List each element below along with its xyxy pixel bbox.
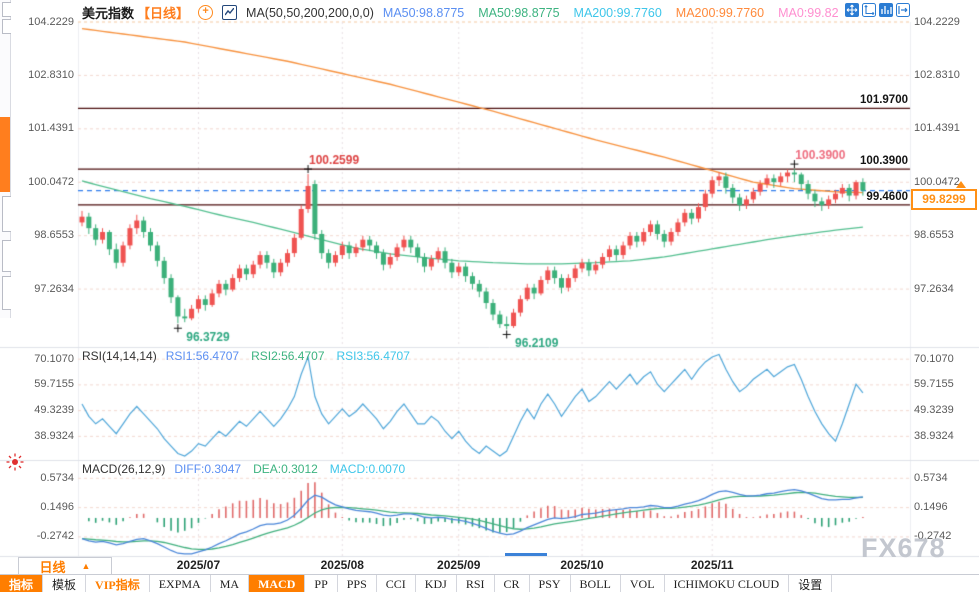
- left-tool-fragment: [2, 276, 11, 310]
- left-tool-fragment: [2, 196, 11, 232]
- rsi-values: RSI1:56.4707 RSI2:56.4707 RSI3:56.4707: [166, 349, 410, 363]
- rsi-axis-label: 59.7155: [914, 378, 954, 391]
- chevron-up-icon: ▲: [81, 561, 91, 571]
- macd-axis-label: 0.5734: [40, 471, 74, 484]
- price-axis-label: 101.4391: [914, 122, 960, 135]
- price-level-label: 99.4600: [866, 190, 908, 203]
- period-tag: 【日线】: [137, 6, 190, 21]
- indicator-settings-icon[interactable]: [5, 452, 25, 472]
- macd-value-2: MACD:0.0070: [329, 462, 406, 476]
- price-axis-label: 104.2229: [914, 15, 960, 28]
- left-toolbar-strip[interactable]: [0, 0, 11, 318]
- ma-value-2: MA200:99.7760: [573, 5, 662, 20]
- current-price-badge: 99.8299: [911, 189, 977, 210]
- price-axis-label: 98.6553: [914, 229, 954, 242]
- tab-ma[interactable]: MA: [211, 575, 250, 592]
- macd-axis-label: -0.2742: [36, 530, 74, 543]
- rsi-value-2: RSI3:56.4707: [336, 349, 410, 363]
- add-indicator-icon[interactable]: +: [198, 5, 214, 20]
- tab-macd[interactable]: MACD: [249, 575, 306, 592]
- time-axis-label: 2025/11: [690, 558, 734, 572]
- tab-vip-indicators[interactable]: VIP指标: [86, 575, 150, 592]
- price-axis-label: 100.0472: [28, 175, 74, 188]
- period-label: 日线: [39, 559, 66, 575]
- tab-indicators[interactable]: 指标: [0, 575, 44, 592]
- tab-rsi[interactable]: RSI: [457, 575, 495, 592]
- left-tool-active: [0, 117, 10, 192]
- tab-psy[interactable]: PSY: [530, 575, 571, 592]
- rsi-value-0: RSI1:56.4707: [165, 349, 240, 363]
- macd-value-1: DEA:0.3012: [253, 462, 318, 476]
- rsi-axis-label: 70.1070: [34, 352, 74, 365]
- rsi-axis-label: 38.9324: [914, 429, 954, 442]
- main-chart-header: 美元指数 【日线】 + MA(50,50,200,200,0,0) MA50:9…: [82, 3, 839, 22]
- price-level-label: 100.3900: [860, 155, 908, 168]
- pan-icon[interactable]: [845, 3, 859, 17]
- price-axis-label: 104.2229: [28, 15, 74, 28]
- ma-settings-label: MA(50,50,200,200,0,0): [246, 5, 374, 20]
- macd-axis-label: -0.2742: [914, 530, 952, 543]
- rsi-header: RSI(14,14,14) RSI1:56.4707 RSI2:56.4707 RS…: [82, 349, 410, 363]
- tab-templates[interactable]: 模板: [43, 575, 87, 592]
- tab-cr[interactable]: CR: [495, 575, 530, 592]
- rsi-axis-label: 70.1070: [914, 352, 954, 365]
- chart-style-icon[interactable]: [222, 5, 238, 20]
- macd-value-0: DIFF:0.3047: [174, 462, 242, 476]
- ma-values: MA50:98.8775 MA50:98.8775 MA200:99.7760 MA2…: [383, 6, 839, 20]
- macd-values: DIFF:0.3047 DEA:0.3012 MACD:0.0070: [174, 462, 405, 476]
- tab-cci[interactable]: CCI: [377, 575, 416, 592]
- chart-toolbar: [845, 3, 910, 17]
- symbol-title: 美元指数: [82, 6, 135, 21]
- scrollbar-thumb[interactable]: [505, 553, 547, 556]
- rsi-axis-label: 38.9324: [34, 429, 74, 442]
- macd-header: MACD(26,12,9) DIFF:0.3047 DEA:0.3012 MACD:…: [82, 462, 405, 476]
- price-axis-label: 98.6553: [34, 229, 74, 242]
- chart-scale-icon[interactable]: [879, 3, 893, 17]
- price-axis-label: 97.2634: [34, 282, 74, 295]
- left-tool-fragment: [2, 2, 11, 17]
- indicator-tab-bar: 指标 模板 VIP指标 EXPMA MA MACD PP PPS CCI KDJ RSI CR PSY B…: [0, 574, 979, 592]
- period-selector-button[interactable]: 日线 ▲: [18, 557, 112, 575]
- rsi-title: RSI(14,14,14): [82, 349, 157, 363]
- tab-kdj[interactable]: KDJ: [416, 575, 457, 592]
- price-axis-label: 102.8310: [914, 68, 960, 81]
- tab-pp[interactable]: PP: [305, 575, 338, 592]
- ma-value-3: MA200:99.7760: [675, 5, 765, 20]
- tab-ichimoku-cloud[interactable]: ICHIMOKU CLOUD: [665, 575, 790, 592]
- time-axis-label: 2025/07: [176, 558, 221, 572]
- current-price-arrow-icon: [956, 181, 966, 188]
- ma-value-0: MA50:98.8775: [382, 5, 465, 20]
- tab-pps[interactable]: PPS: [338, 575, 377, 592]
- jump-to-latest-icon[interactable]: [896, 3, 910, 17]
- tab-settings[interactable]: 设置: [789, 575, 833, 592]
- price-axis-label: 101.4391: [28, 122, 74, 135]
- price-axis-label: 100.0472: [914, 175, 960, 188]
- time-axis-label: 2025/09: [437, 558, 481, 572]
- rsi-axis-label: 49.3239: [34, 404, 74, 417]
- ma-value-4: MA0:99.82: [778, 5, 839, 20]
- rsi-axis-label: 59.7155: [34, 378, 74, 391]
- rsi-axis-label: 49.3239: [914, 404, 954, 417]
- tab-expma[interactable]: EXPMA: [150, 575, 211, 592]
- time-axis-label: 2025/08: [320, 558, 364, 572]
- price-axis-label: 97.2634: [914, 282, 954, 295]
- time-axis-label: 2025/10: [560, 558, 604, 572]
- ma-value-1: MA50:98.8775: [478, 5, 560, 20]
- macd-axis-label: 0.1496: [40, 501, 74, 514]
- left-tool-fragment: [2, 19, 11, 34]
- left-tool-fragment: [2, 240, 11, 272]
- tab-boll[interactable]: BOLL: [571, 575, 621, 592]
- axis-scale-icon[interactable]: [862, 3, 876, 17]
- price-axis-label: 102.8310: [28, 68, 74, 81]
- macd-axis-label: 0.5734: [914, 471, 948, 484]
- macd-title: MACD(26,12,9): [82, 462, 166, 476]
- price-level-label: 101.9700: [860, 94, 908, 107]
- macd-axis-label: 0.1496: [914, 501, 948, 514]
- tab-vol[interactable]: VOL: [621, 575, 665, 592]
- rsi-value-1: RSI2:56.4707: [251, 349, 325, 363]
